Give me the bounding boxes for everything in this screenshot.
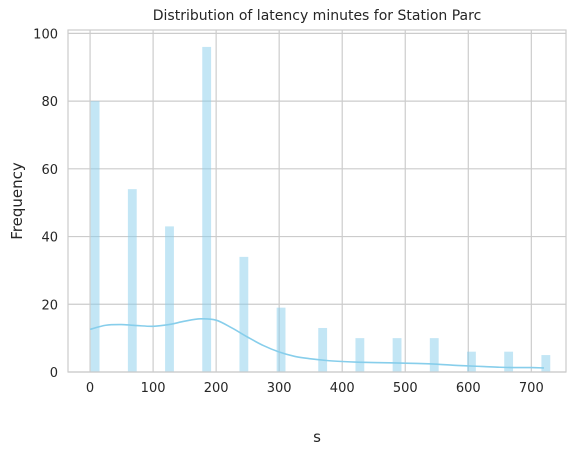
histogram-bar bbox=[202, 47, 211, 372]
plot-background bbox=[68, 30, 566, 372]
x-axis-label: s bbox=[313, 428, 321, 446]
x-tick-label: 200 bbox=[204, 381, 229, 396]
y-tick-label: 20 bbox=[41, 298, 58, 313]
y-tick-label: 80 bbox=[41, 95, 58, 110]
y-tick-labels: 0 20 40 60 80 100 bbox=[33, 27, 58, 381]
x-tick-label: 500 bbox=[393, 381, 418, 396]
x-tick-label: 0 bbox=[86, 381, 94, 396]
histogram-bar bbox=[239, 257, 248, 372]
x-tick-label: 300 bbox=[267, 381, 292, 396]
histogram-bar bbox=[91, 101, 100, 372]
chart-title: Distribution of latency minutes for Stat… bbox=[153, 8, 482, 24]
histogram-bar bbox=[355, 338, 364, 372]
histogram-bar bbox=[430, 338, 439, 372]
y-tick-label: 0 bbox=[50, 366, 58, 381]
histogram-bar bbox=[393, 338, 402, 372]
histogram-bar bbox=[467, 352, 476, 372]
x-tick-labels: 0 100 200 300 400 500 600 700 bbox=[86, 381, 544, 396]
histogram-bar bbox=[541, 355, 550, 372]
x-tick-label: 100 bbox=[141, 381, 166, 396]
y-tick-label: 60 bbox=[41, 163, 58, 178]
y-axis-label: Frequency bbox=[8, 162, 26, 240]
x-tick-label: 600 bbox=[456, 381, 481, 396]
histogram-bar bbox=[128, 189, 137, 372]
y-tick-label: 40 bbox=[41, 231, 58, 246]
x-tick-label: 700 bbox=[519, 381, 544, 396]
histogram-bar bbox=[318, 328, 327, 372]
histogram-bar bbox=[277, 308, 286, 372]
histogram-bar bbox=[504, 352, 513, 372]
x-tick-label: 400 bbox=[330, 381, 355, 396]
y-tick-label: 100 bbox=[33, 27, 58, 42]
histogram-bar bbox=[165, 226, 174, 372]
